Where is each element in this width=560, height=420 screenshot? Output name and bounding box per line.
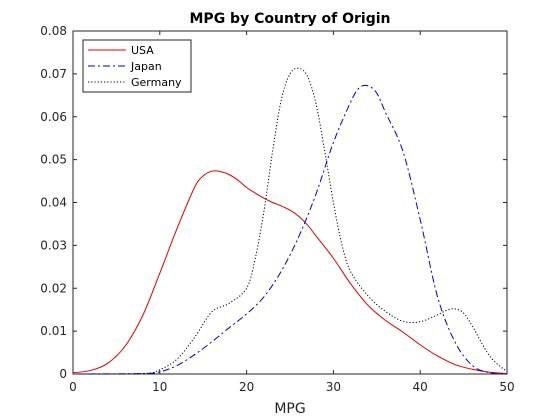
series-line-germany bbox=[72, 67, 508, 375]
x-tick-label: 10 bbox=[152, 380, 167, 394]
x-axis-label: MPG bbox=[274, 401, 305, 417]
y-tick-label: 0.06 bbox=[40, 110, 67, 124]
x-axis-ticks: 0 10 20 30 40 50 bbox=[69, 31, 515, 394]
y-tick-label: 0 bbox=[59, 367, 67, 381]
series-line-usa bbox=[72, 170, 508, 375]
legend-label-germany: Germany bbox=[131, 76, 182, 89]
y-tick-label: 0.07 bbox=[40, 67, 67, 81]
chart-title: MPG by Country of Origin bbox=[190, 11, 391, 27]
x-tick-label: 40 bbox=[413, 380, 428, 394]
legend-label-japan: Japan bbox=[130, 60, 162, 73]
legend-label-usa: USA bbox=[131, 44, 154, 57]
x-tick-label: 0 bbox=[69, 380, 77, 394]
y-axis-ticks: 0 0.01 0.02 0.03 0.04 0.05 0.06 0.07 0.08 bbox=[40, 24, 507, 381]
y-tick-label: 0.01 bbox=[40, 324, 67, 338]
y-tick-label: 0.05 bbox=[40, 153, 67, 167]
x-tick-label: 30 bbox=[326, 380, 341, 394]
y-tick-label: 0.08 bbox=[40, 24, 67, 38]
series-line-japan bbox=[72, 84, 508, 375]
y-tick-label: 0.02 bbox=[40, 281, 67, 295]
legend-box bbox=[82, 39, 192, 93]
y-tick-label: 0.04 bbox=[40, 196, 67, 210]
series-layer bbox=[72, 67, 508, 375]
y-tick-label: 0.03 bbox=[40, 238, 67, 252]
x-tick-label: 20 bbox=[239, 380, 254, 394]
x-tick-label: 50 bbox=[499, 380, 514, 394]
legend: USA Japan Germany bbox=[82, 39, 192, 93]
